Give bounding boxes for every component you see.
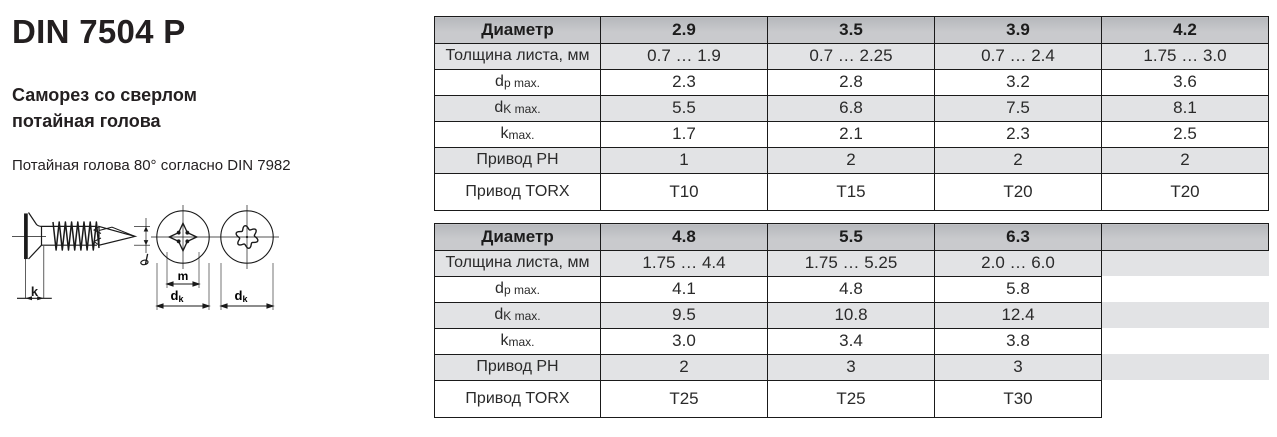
svg-text:dk: dk — [171, 288, 185, 304]
svg-text:k: k — [31, 284, 39, 299]
svg-text:dk: dk — [235, 288, 249, 304]
svg-text:m: m — [178, 269, 189, 283]
